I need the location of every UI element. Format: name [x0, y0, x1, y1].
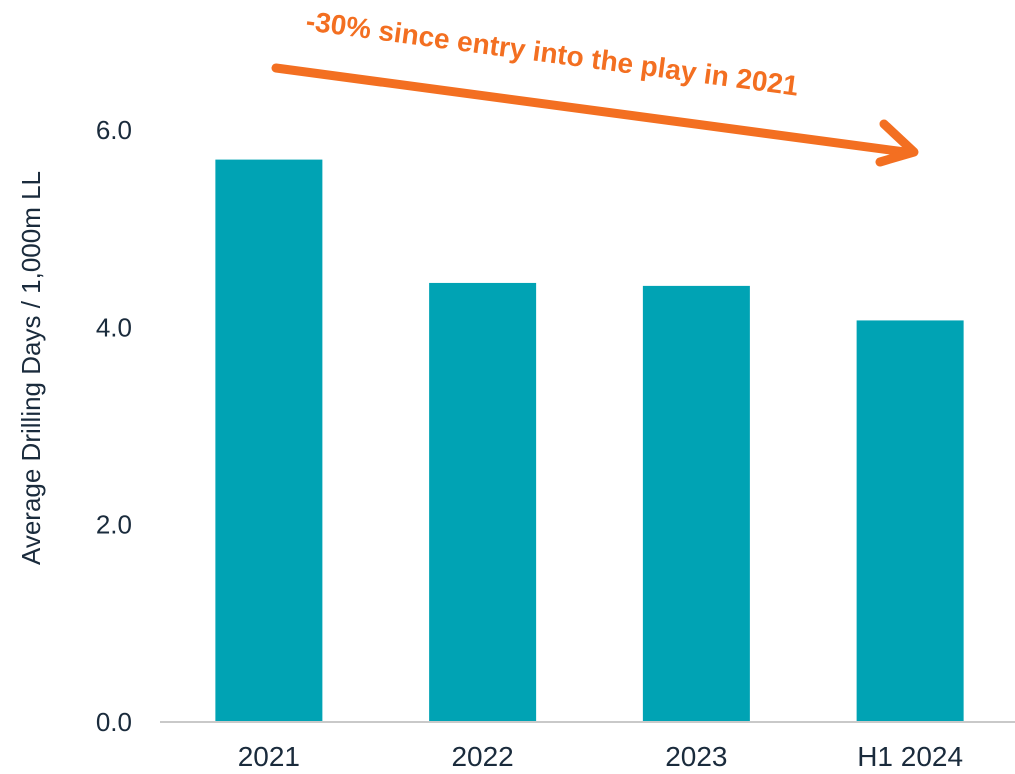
bar	[429, 282, 537, 722]
x-tick-label: 2022	[451, 741, 513, 772]
y-tick-labels: 0.0 2.0 4.0 6.0	[96, 115, 132, 737]
trend-arrow-head	[875, 119, 919, 167]
x-tick-labels: 2021 2022 2023 H1 2024	[238, 741, 963, 772]
trend-arrow-shaft	[271, 63, 910, 157]
y-tick-label: 6.0	[96, 115, 132, 145]
y-tick-label: 0.0	[96, 707, 132, 737]
bar	[642, 285, 750, 722]
x-tick-label: H1 2024	[857, 741, 963, 772]
y-tick-label: 4.0	[96, 312, 132, 342]
trend-annotation: -30% since entry into the play in 2021	[304, 5, 800, 101]
bar	[215, 159, 323, 723]
bar	[856, 320, 964, 722]
x-tick-label: 2023	[665, 741, 727, 772]
bars	[215, 159, 964, 723]
x-tick-label: 2021	[238, 741, 300, 772]
trend-arrow	[271, 63, 919, 167]
y-tick-label: 2.0	[96, 510, 132, 540]
y-axis-label: Average Drilling Days / 1,000m LL	[16, 171, 46, 565]
